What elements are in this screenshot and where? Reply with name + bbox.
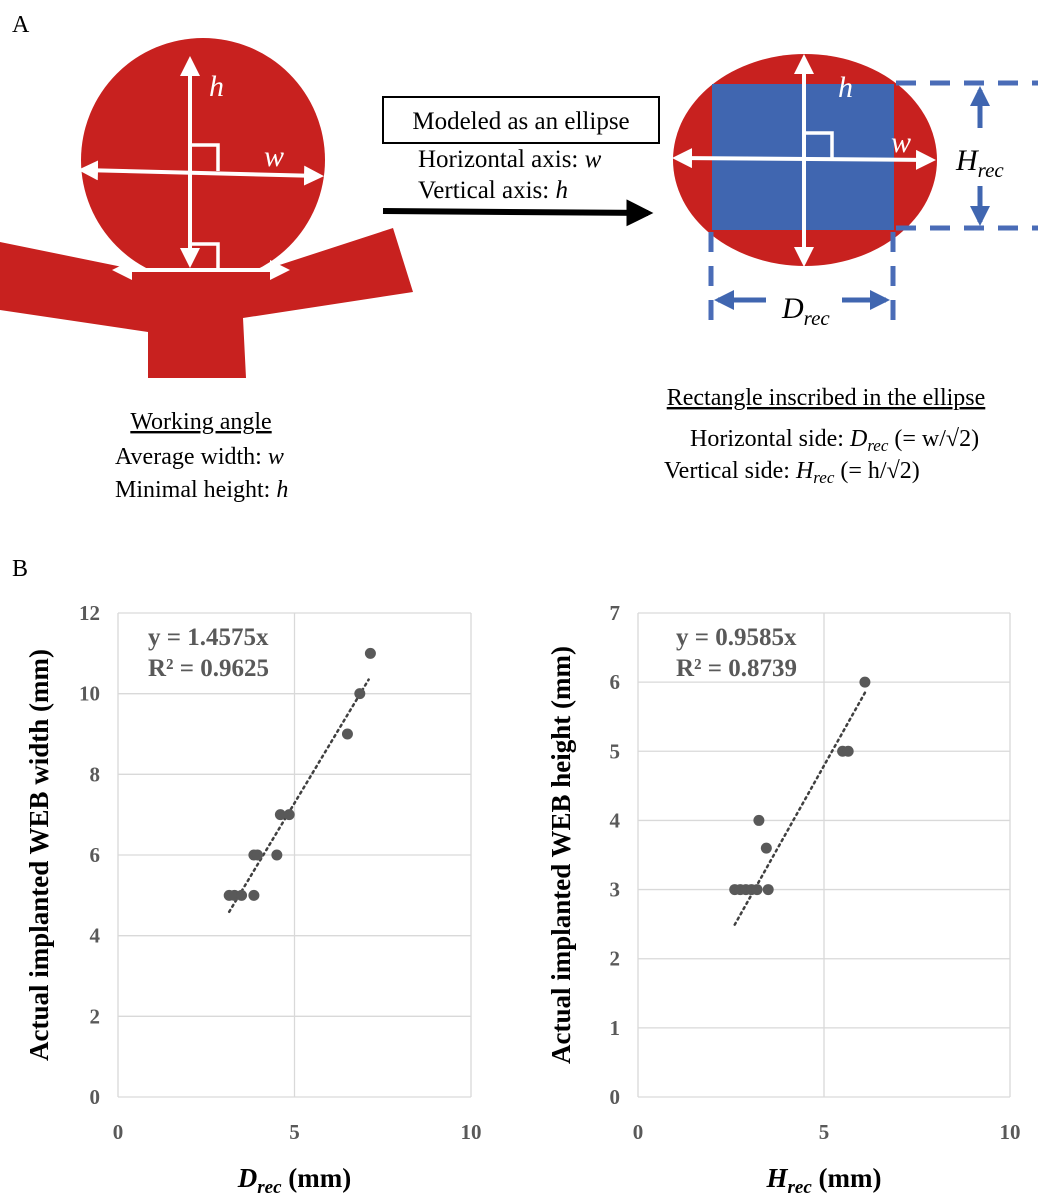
x-tick-label: 10	[461, 1120, 482, 1144]
vertical-axis-text: Vertical axis: h	[418, 177, 568, 204]
left-caption-title: Working angle	[130, 409, 271, 435]
y-tick-label: 4	[610, 808, 621, 832]
x-tick-label: 0	[113, 1120, 124, 1144]
y-tick-label: 4	[90, 924, 101, 948]
data-point	[354, 688, 366, 700]
working-angle-schematic: h w	[0, 38, 413, 378]
y-tick-label: 0	[610, 1085, 621, 1109]
ellipse-h-symbol: h	[838, 71, 853, 104]
data-point	[859, 676, 871, 688]
r-squared: R² = 0.9625	[148, 655, 269, 682]
x-axis-label: Drec (mm)	[237, 1163, 351, 1198]
y-tick-label: 7	[610, 601, 621, 625]
h-symbol: h	[209, 70, 224, 103]
data-point	[760, 842, 772, 854]
right-caption-horizontal: Horizontal side: Drec (= w/√2)	[690, 426, 979, 455]
data-point	[753, 814, 765, 826]
width-scatter-chart: 0 2 4 6 8 10 12 0 5 10 y = 1.4575x R² = 0.9625 Actua…	[24, 601, 482, 1198]
w-symbol: w	[264, 140, 284, 173]
y-tick-label: 3	[610, 878, 621, 902]
ellipse-w-symbol: w	[891, 126, 911, 159]
x-tick-label: 0	[633, 1120, 644, 1144]
data-point	[251, 849, 263, 861]
data-point	[364, 647, 376, 659]
model-box-title: Modeled as an ellipse	[412, 108, 629, 135]
y-tick-label: 5	[610, 739, 621, 763]
trendline	[227, 678, 370, 914]
data-point	[751, 884, 763, 896]
model-arrow	[382, 199, 654, 227]
width-arrow	[78, 160, 324, 186]
model-box	[382, 96, 660, 144]
drec-label: Drec	[781, 292, 830, 330]
data-point	[283, 809, 295, 821]
x-axis-label: Hrec (mm)	[766, 1163, 882, 1198]
trend-equation: y = 0.9585x	[676, 624, 797, 651]
trend-equation: y = 1.4575x	[148, 624, 269, 651]
right-angle-mark	[192, 143, 220, 171]
web-circle	[81, 38, 325, 282]
data-point	[248, 889, 260, 901]
right-caption-title: Rectangle inscribed in the ellipse	[667, 385, 986, 411]
left-caption-width: Average width: w	[115, 444, 284, 470]
y-tick-label: 1	[610, 1016, 621, 1040]
right-caption-vertical: Vertical side: Hrec (= h/√2)	[664, 458, 920, 487]
ellipse-width-arrow	[672, 148, 936, 170]
x-tick-label: 10	[1000, 1120, 1021, 1144]
y-tick-label: 2	[610, 947, 621, 971]
x-tick-label: 5	[289, 1120, 300, 1144]
y-axis-label: Actual implanted WEB width (mm)	[24, 649, 54, 1061]
y-tick-label: 0	[90, 1085, 101, 1109]
right-angle-mark	[192, 242, 220, 268]
y-tick-label: 2	[90, 1004, 101, 1028]
y-tick-label: 6	[610, 670, 621, 694]
y-tick-label: 10	[79, 682, 100, 706]
data-point	[236, 889, 248, 901]
data-point	[271, 849, 283, 861]
aneurysm-neck-shape	[0, 228, 413, 378]
y-tick-label: 8	[90, 762, 101, 786]
data-point	[274, 809, 286, 821]
panel-b-label: B	[12, 556, 28, 582]
right-angle-mark	[806, 131, 834, 159]
panel-a-label: A	[12, 12, 30, 38]
data-point	[762, 884, 774, 896]
r-squared: R² = 0.8739	[676, 655, 797, 682]
x-tick-label: 5	[819, 1120, 830, 1144]
horizontal-axis-text: Horizontal axis: w	[418, 146, 602, 173]
data-point	[341, 728, 353, 740]
data-point	[842, 745, 854, 757]
y-axis-label: Actual implanted WEB height (mm)	[546, 646, 576, 1064]
y-tick-label: 12	[79, 601, 100, 625]
left-caption-height: Minimal height: h	[115, 477, 288, 503]
y-tick-label: 6	[90, 843, 101, 867]
height-scatter-chart: 0 1 2 3 4 5 6 7 0 5 10 y = 0.9585x R² = 0.8739 Actual…	[546, 601, 1021, 1198]
hrec-label: Hrec	[955, 144, 1004, 182]
ellipse-schematic: h w Hrec Drec	[672, 54, 1038, 330]
